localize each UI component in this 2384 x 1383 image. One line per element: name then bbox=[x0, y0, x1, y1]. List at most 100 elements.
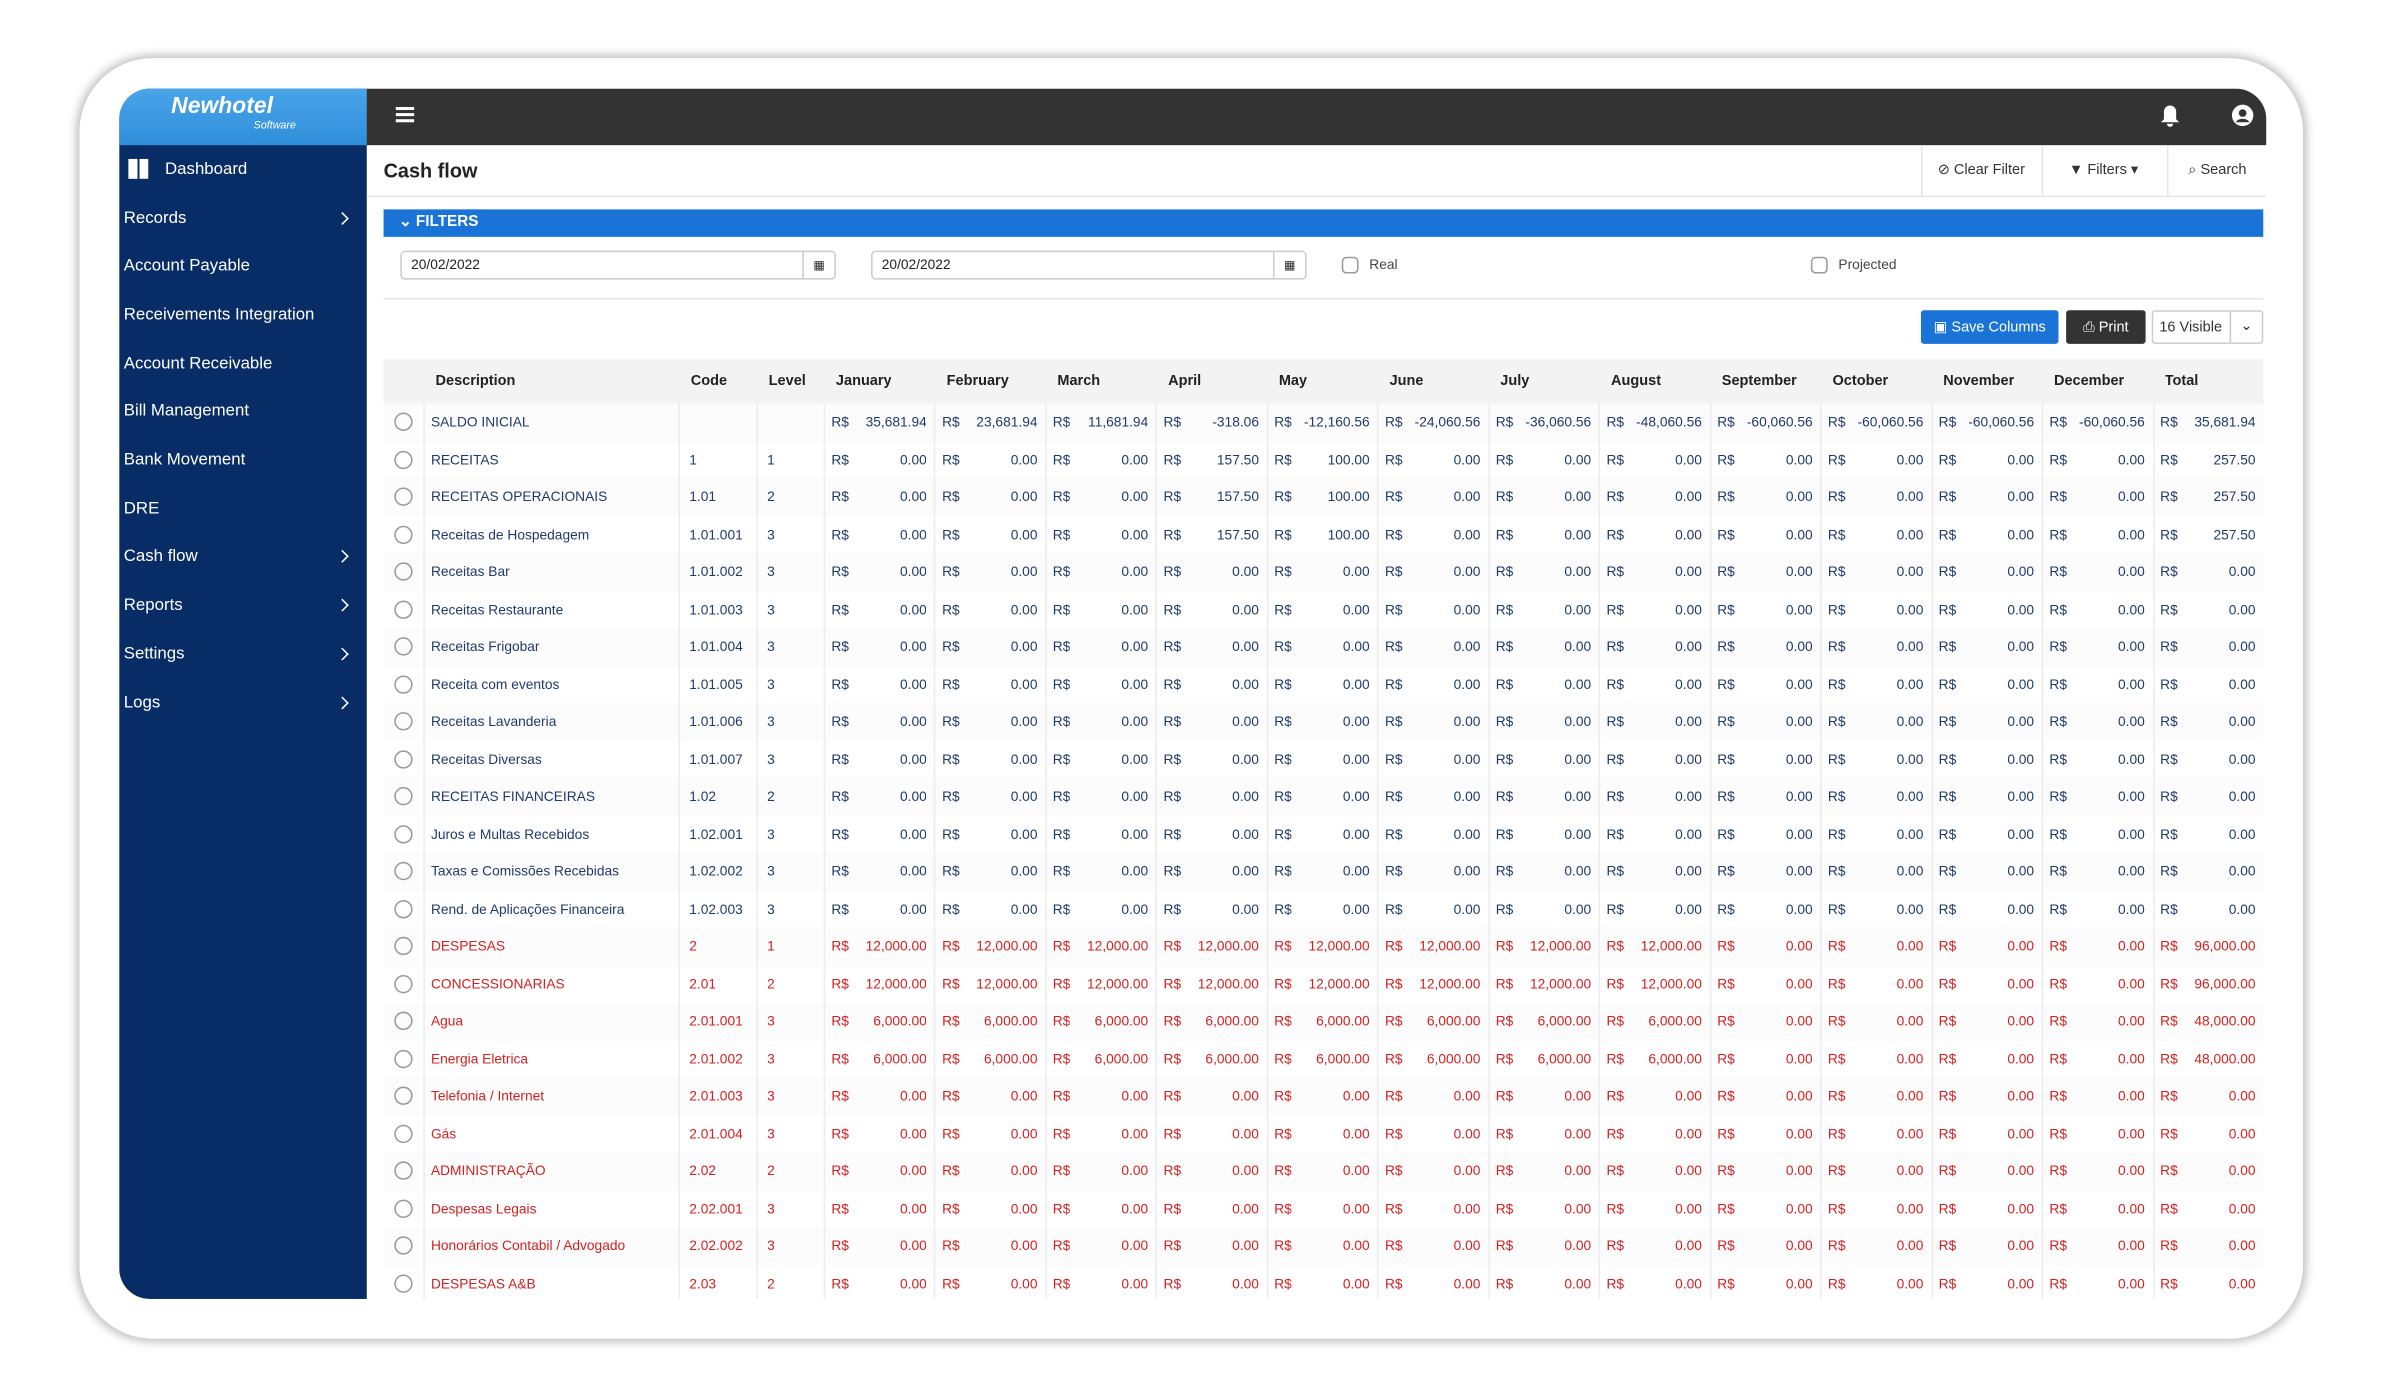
checkbox[interactable] bbox=[1341, 256, 1359, 274]
date-from[interactable]: 20/02/2022 ▦ bbox=[400, 250, 836, 280]
code: 1.02.001 bbox=[689, 825, 743, 842]
amount: 0.00 bbox=[899, 638, 927, 655]
menu-item[interactable]: Records bbox=[119, 203, 367, 237]
amount: 0.00 bbox=[1453, 751, 1481, 767]
column-divider bbox=[1598, 628, 1601, 666]
column-divider bbox=[1266, 702, 1269, 741]
currency: R$ bbox=[1717, 825, 1735, 842]
menu-item[interactable]: Dashboard bbox=[119, 154, 367, 188]
column-divider bbox=[1931, 890, 1933, 928]
row-checkbox[interactable] bbox=[394, 487, 413, 506]
column-divider bbox=[1488, 590, 1490, 629]
row-checkbox[interactable] bbox=[394, 974, 413, 993]
menu-item[interactable]: Reports bbox=[119, 590, 367, 624]
row-checkbox[interactable] bbox=[394, 861, 413, 881]
row-checkbox[interactable] bbox=[394, 1086, 413, 1105]
column-divider bbox=[934, 1152, 936, 1190]
row-checkbox[interactable] bbox=[394, 562, 413, 581]
column-divider bbox=[2041, 927, 2044, 966]
search-button[interactable]: ⌕ Search bbox=[2166, 145, 2266, 196]
column-divider bbox=[1266, 1077, 1269, 1115]
currency: R$ bbox=[831, 900, 849, 917]
amount: 0.00 bbox=[1896, 601, 1924, 617]
row-checkbox[interactable] bbox=[394, 637, 413, 656]
row-checkbox[interactable] bbox=[394, 450, 413, 469]
row-checkbox[interactable] bbox=[394, 899, 413, 918]
row-checkbox[interactable] bbox=[394, 1161, 413, 1180]
menu-item[interactable]: Bank Movement bbox=[119, 445, 367, 479]
currency: R$ bbox=[942, 975, 960, 992]
amount: -60,060.56 bbox=[1968, 414, 2035, 430]
currency: R$ bbox=[1827, 563, 1846, 580]
menu-item[interactable]: Cash flow bbox=[119, 541, 367, 575]
currency: R$ bbox=[942, 1275, 960, 1291]
column-divider bbox=[1266, 628, 1269, 666]
column-divider bbox=[1488, 440, 1490, 479]
row-checkbox[interactable] bbox=[394, 749, 413, 768]
amount: 0.00 bbox=[2007, 1125, 2035, 1141]
menu-item[interactable]: Account Payable bbox=[119, 251, 367, 285]
column-divider bbox=[2041, 553, 2044, 591]
menu-label: Records bbox=[123, 209, 187, 228]
column-divider bbox=[678, 740, 681, 778]
save-columns-button[interactable]: ▣ Save Columns bbox=[1920, 310, 2059, 344]
amount: 0.00 bbox=[1121, 526, 1149, 542]
row-checkbox[interactable] bbox=[394, 824, 413, 843]
row-checkbox[interactable] bbox=[394, 1236, 413, 1255]
column-divider bbox=[1377, 1227, 1379, 1265]
amount: 0.00 bbox=[899, 1162, 927, 1179]
column-divider bbox=[1931, 740, 1933, 778]
row-checkbox[interactable] bbox=[394, 1011, 413, 1031]
date-to[interactable]: 20/02/2022 ▦ bbox=[871, 250, 1307, 280]
column-divider bbox=[1488, 740, 1490, 778]
column-divider bbox=[1488, 665, 1490, 703]
column-divider bbox=[756, 1264, 758, 1299]
row-checkbox[interactable] bbox=[394, 599, 413, 619]
row-checkbox[interactable] bbox=[394, 936, 413, 956]
row-checkbox[interactable] bbox=[394, 787, 413, 806]
hamburger[interactable] bbox=[395, 106, 415, 111]
row-checkbox[interactable] bbox=[394, 1123, 413, 1143]
visible-columns-select[interactable]: 16 Visible ⌄ bbox=[2151, 310, 2264, 344]
row-checkbox[interactable] bbox=[394, 412, 413, 431]
menu-item[interactable]: Settings bbox=[119, 639, 367, 673]
currency: R$ bbox=[1052, 451, 1071, 467]
amount: 0.00 bbox=[1785, 788, 1813, 804]
filters-bar[interactable]: ⌄ FILTERS bbox=[383, 209, 2264, 237]
row-checkbox[interactable] bbox=[394, 1273, 413, 1293]
row-checkbox[interactable] bbox=[394, 1049, 413, 1068]
bell[interactable] bbox=[2159, 104, 2180, 128]
currency: R$ bbox=[2160, 526, 2178, 542]
amount: -60,060.56 bbox=[1746, 414, 1813, 430]
menu-item[interactable]: Receivements Integration bbox=[119, 300, 367, 334]
amount: 0.00 bbox=[1453, 900, 1481, 917]
currency: R$ bbox=[1385, 863, 1403, 879]
column-divider bbox=[1820, 1227, 1822, 1265]
amount: 0.00 bbox=[1232, 900, 1259, 917]
row-checkbox[interactable] bbox=[394, 712, 413, 731]
currency: R$ bbox=[1385, 713, 1403, 729]
menu-item[interactable]: DRE bbox=[119, 494, 367, 528]
filters-button[interactable]: ▼ Filters ▾ bbox=[2041, 145, 2164, 196]
menu-item[interactable]: Bill Management bbox=[119, 396, 367, 430]
column-divider bbox=[1709, 777, 1712, 816]
row-checkbox[interactable] bbox=[394, 1198, 413, 1218]
print-button[interactable]: ⎙ Print bbox=[2066, 310, 2146, 344]
column-divider bbox=[1709, 665, 1712, 703]
currency: R$ bbox=[1163, 1275, 1182, 1291]
column-divider bbox=[1155, 815, 1158, 853]
currency: R$ bbox=[1717, 863, 1735, 879]
row-checkbox[interactable] bbox=[394, 674, 413, 694]
column-divider bbox=[1931, 403, 1933, 441]
clear-filter-button[interactable]: ⊘ Clear Filter bbox=[1920, 145, 2040, 196]
menu-item[interactable]: Logs bbox=[119, 688, 367, 722]
column-divider bbox=[1266, 1189, 1269, 1228]
currency: R$ bbox=[1385, 788, 1403, 804]
column-divider bbox=[1488, 702, 1490, 741]
description: ADMINISTRAÇÃO bbox=[430, 1162, 546, 1179]
checkbox[interactable] bbox=[1810, 256, 1828, 274]
row-checkbox[interactable] bbox=[394, 524, 413, 544]
menu-item[interactable]: Account Receivable bbox=[119, 348, 367, 382]
user-icon[interactable] bbox=[2231, 104, 2254, 127]
column-divider bbox=[1931, 1227, 1933, 1265]
